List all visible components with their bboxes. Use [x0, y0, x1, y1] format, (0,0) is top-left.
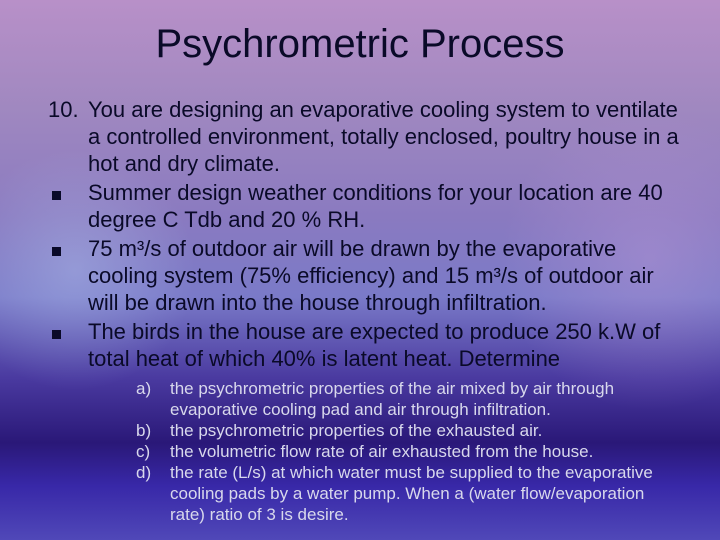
- sub-list-item: c) the volumetric flow rate of air exhau…: [136, 441, 680, 462]
- square-bullet-icon: [46, 235, 88, 263]
- sub-marker: d): [136, 462, 170, 483]
- sub-text: the rate (L/s) at which water must be su…: [170, 462, 680, 525]
- sub-marker: b): [136, 420, 170, 441]
- slide-body: 10. You are designing an evaporative coo…: [46, 96, 680, 525]
- list-item: 75 m³/s of outdoor air will be drawn by …: [46, 235, 680, 316]
- sub-text: the psychrometric properties of the air …: [170, 378, 680, 420]
- sub-marker: c): [136, 441, 170, 462]
- slide: Psychrometric Process 10. You are design…: [0, 0, 720, 540]
- slide-title: Psychrometric Process: [0, 22, 720, 67]
- list-text: Summer design weather conditions for you…: [88, 179, 680, 233]
- list-item: 10. You are designing an evaporative coo…: [46, 96, 680, 177]
- list-text: You are designing an evaporative cooling…: [88, 96, 680, 177]
- list-marker-10: 10.: [46, 96, 88, 124]
- sub-list: a) the psychrometric properties of the a…: [136, 378, 680, 525]
- list-text: 75 m³/s of outdoor air will be drawn by …: [88, 235, 680, 316]
- list-item: Summer design weather conditions for you…: [46, 179, 680, 233]
- sub-list-item: a) the psychrometric properties of the a…: [136, 378, 680, 420]
- sub-marker: a): [136, 378, 170, 399]
- square-bullet-icon: [46, 318, 88, 346]
- list-text: The birds in the house are expected to p…: [88, 318, 680, 372]
- sub-text: the psychrometric properties of the exha…: [170, 420, 542, 441]
- sub-text: the volumetric flow rate of air exhauste…: [170, 441, 593, 462]
- list-item: The birds in the house are expected to p…: [46, 318, 680, 372]
- sub-list-item: b) the psychrometric properties of the e…: [136, 420, 680, 441]
- square-bullet-icon: [46, 179, 88, 207]
- sub-list-item: d) the rate (L/s) at which water must be…: [136, 462, 680, 525]
